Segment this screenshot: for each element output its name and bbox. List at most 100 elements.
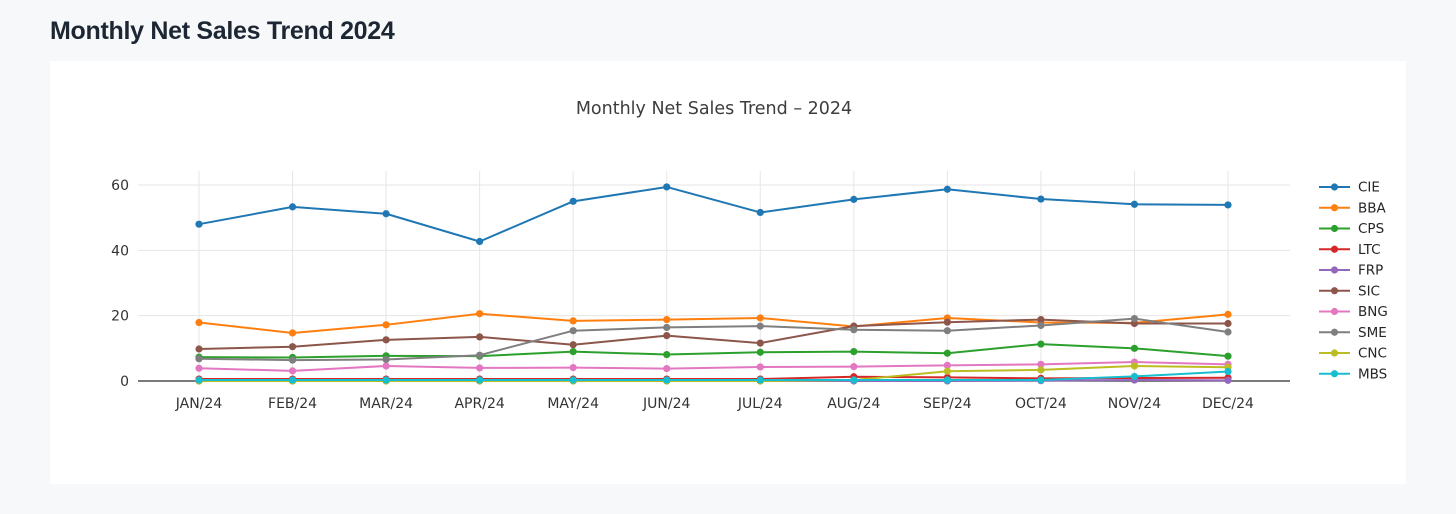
- data-point-marker: [1224, 310, 1232, 318]
- data-point-marker: [1037, 360, 1045, 368]
- x-tick-label: AUG/24: [827, 396, 880, 412]
- data-point-marker: [382, 321, 390, 329]
- data-point-marker: [382, 355, 390, 364]
- series-line: [198, 318, 1228, 350]
- y-tick-label: 60: [111, 178, 129, 194]
- data-point-marker: [382, 336, 390, 344]
- data-point-marker: [195, 355, 203, 363]
- data-point-marker: [1037, 376, 1045, 384]
- legend-marker: [1330, 204, 1339, 212]
- series-SME: [195, 315, 1232, 364]
- data-point-marker: [382, 376, 390, 384]
- data-point-marker: [943, 367, 951, 375]
- x-tick-label: JUN/24: [642, 396, 690, 412]
- data-point-marker: [1224, 367, 1232, 376]
- data-point-marker: [850, 195, 858, 203]
- legend-item-FRP: FRP: [1319, 263, 1383, 279]
- data-point-marker: [756, 348, 764, 356]
- legend-label: CIE: [1358, 180, 1380, 196]
- x-tick-label: MAR/24: [359, 396, 413, 412]
- legend-label: FRP: [1358, 263, 1383, 279]
- legend-item-CPS: CPS: [1319, 221, 1384, 237]
- data-point-marker: [943, 376, 951, 384]
- series-line: [198, 317, 1229, 362]
- data-point-marker: [1130, 315, 1139, 323]
- x-tick-labels: JAN/24 FEB/24 MAR/24 APR/24 MAY/24 JUN/24 JUL/…: [175, 396, 1254, 412]
- legend-item-BNG: BNG: [1319, 304, 1388, 320]
- page: Monthly Net Sales Trend 2024 0 20 40 60 JAN/…: [50, 17, 1406, 484]
- data-point-marker: [663, 331, 671, 340]
- x-tick-label: OCT/24: [1015, 396, 1067, 412]
- y-tick-label: 20: [111, 309, 129, 325]
- data-point-marker: [1037, 315, 1045, 324]
- series-line: [198, 312, 1229, 334]
- series-line: [198, 185, 1229, 243]
- data-point-marker: [1037, 366, 1045, 374]
- data-point-marker: [1224, 201, 1232, 209]
- data-point-marker: [663, 315, 671, 324]
- x-tick-label: JUL/24: [737, 396, 783, 412]
- data-point-marker: [756, 339, 764, 347]
- chart-card: 0 20 40 60 JAN/24 FEB/24 MAR/24 APR/24 MAY/24 JUN…: [50, 61, 1406, 484]
- data-point-marker: [1130, 200, 1139, 208]
- legend-marker: [1330, 328, 1339, 336]
- x-tick-label: FEB/24: [268, 396, 317, 412]
- series-BNG: [195, 358, 1232, 375]
- legend-item-CIE: CIE: [1319, 180, 1380, 196]
- data-point-marker: [663, 364, 671, 373]
- data-point-marker: [569, 197, 577, 205]
- data-point-marker: [288, 376, 297, 384]
- data-point-marker: [756, 322, 764, 330]
- legend-item-BBA: BBA: [1319, 200, 1387, 216]
- legend-label: MBS: [1358, 366, 1387, 382]
- series-CIE: [195, 183, 1232, 246]
- x-tick-label: MAY/24: [547, 396, 599, 412]
- data-point-marker: [756, 363, 764, 371]
- legend-marker: [1330, 349, 1339, 357]
- legend-item-CNC: CNC: [1319, 346, 1387, 362]
- legend-label: SIC: [1358, 283, 1380, 299]
- series-MBS: [195, 367, 1232, 384]
- data-point-marker: [850, 376, 858, 384]
- data-point-marker: [195, 376, 203, 384]
- legend-label: LTC: [1358, 242, 1381, 258]
- data-point-marker: [1224, 319, 1232, 328]
- data-point-marker: [476, 376, 484, 384]
- data-point-marker: [195, 220, 203, 228]
- data-point-marker: [382, 362, 390, 370]
- data-point-marker: [288, 203, 297, 211]
- data-point-marker: [288, 367, 297, 375]
- data-point-marker: [569, 376, 577, 384]
- data-point-marker: [663, 376, 671, 384]
- legend-marker: [1330, 370, 1339, 378]
- x-tick-label: SEP/24: [923, 396, 972, 412]
- data-point-marker: [476, 351, 484, 359]
- data-point-marker: [382, 210, 390, 218]
- data-point-marker: [943, 349, 951, 357]
- legend-marker: [1330, 224, 1339, 233]
- data-point-marker: [476, 310, 484, 318]
- chart-title: Monthly Net Sales Trend – 2024: [576, 99, 852, 119]
- x-tick-label: DEC/24: [1202, 396, 1254, 412]
- data-point-marker: [663, 323, 671, 332]
- legend-item-MBS: MBS: [1319, 366, 1387, 382]
- series-line: [198, 361, 1229, 372]
- data-point-marker: [756, 208, 764, 217]
- data-point-marker: [1037, 195, 1045, 203]
- y-tick-label: 40: [111, 243, 129, 259]
- data-point-marker: [1130, 372, 1139, 381]
- data-point-marker: [288, 343, 297, 351]
- data-point-marker: [1224, 376, 1232, 384]
- data-point-marker: [288, 329, 297, 337]
- legend-label: BBA: [1358, 200, 1387, 216]
- data-point-marker: [756, 314, 764, 322]
- data-point-marker: [850, 363, 858, 371]
- data-point-marker: [1130, 362, 1139, 370]
- legend-marker: [1330, 183, 1339, 191]
- data-point-marker: [663, 183, 671, 191]
- data-point-marker: [569, 327, 577, 335]
- legend-item-LTC: LTC: [1319, 242, 1381, 258]
- data-point-marker: [1224, 328, 1232, 336]
- legend-label: BNG: [1358, 304, 1388, 320]
- data-point-marker: [569, 341, 577, 349]
